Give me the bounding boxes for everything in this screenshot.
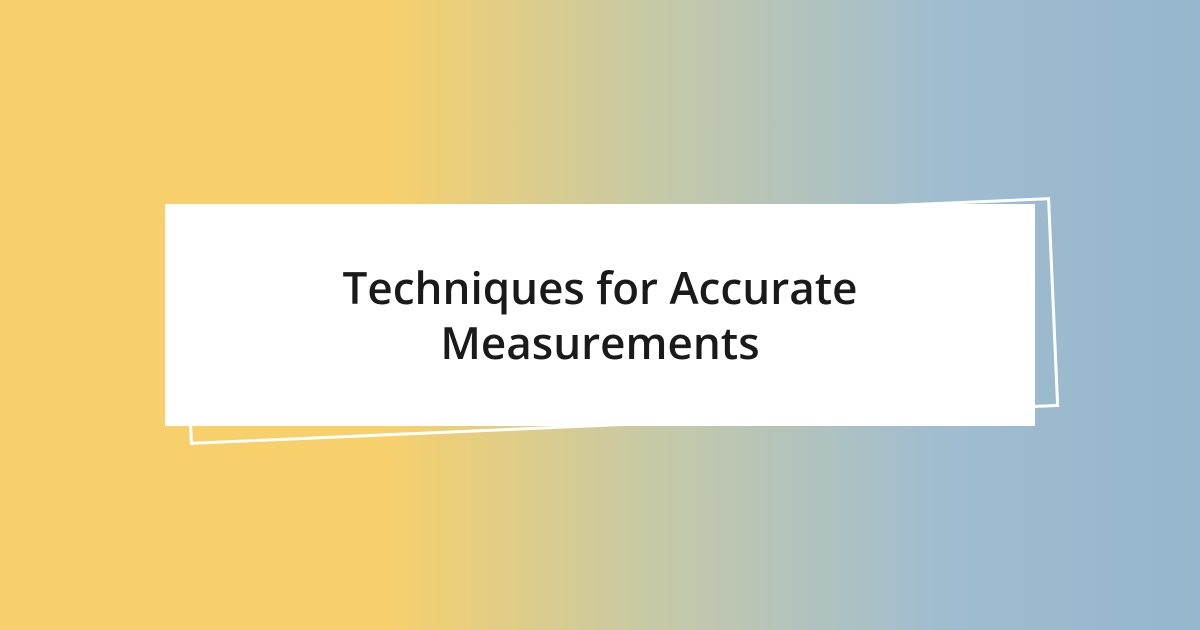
title-card: Techniques for Accurate Measurements [165,204,1035,426]
card-title: Techniques for Accurate Measurements [225,260,975,370]
title-card-wrapper: Techniques for Accurate Measurements [165,204,1035,426]
